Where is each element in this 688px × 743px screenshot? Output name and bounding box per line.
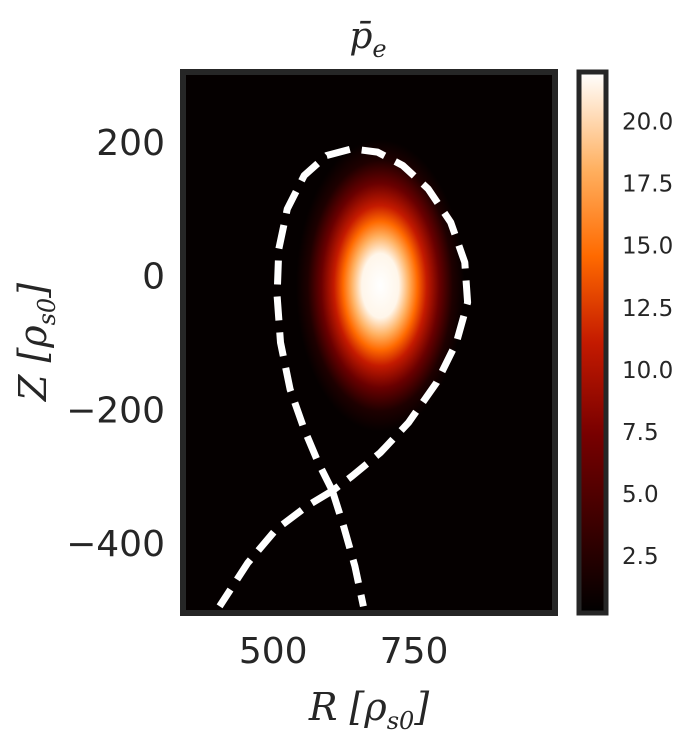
plot-area: [183, 72, 555, 613]
y-tick-label: 0: [142, 257, 165, 298]
colorbar-tick-label: 15.0: [622, 234, 673, 260]
separatrix-leg-left: [216, 487, 335, 609]
y-tick-label: 200: [96, 123, 165, 164]
colorbar: [576, 69, 609, 616]
x-tick-label: 750: [380, 631, 449, 672]
chart-title: p̄e: [349, 16, 386, 63]
separatrix-leg-right: [329, 489, 367, 608]
colorbar-tick-label: 10.0: [622, 358, 673, 384]
colorbar-tick-label: 2.5: [622, 544, 659, 570]
separatrix-line: [216, 145, 472, 609]
pressure-peak: [296, 139, 465, 432]
colorbar-tick-label: 12.5: [622, 296, 673, 322]
y-tick-label: −400: [66, 524, 165, 565]
pressure-peak-region: [296, 139, 465, 432]
y-axis-label: Z [ρs0]: [11, 283, 61, 402]
separatrix-loop: [273, 145, 472, 495]
x-axis-label: R [ρs0]: [308, 685, 429, 735]
x-tick-label: 500: [239, 631, 308, 672]
x-axis: 500 750: [239, 631, 449, 672]
y-axis: 200 0 −200 −400: [66, 123, 165, 565]
colorbar-tick-label: 5.0: [622, 482, 659, 508]
colorbar-tick-label: 7.5: [622, 420, 659, 446]
colorbar-tick-label: 20.0: [622, 110, 673, 136]
y-tick-label: −200: [66, 390, 165, 431]
colorbar-tick-label: 17.5: [622, 172, 673, 198]
colorbar-ticks: 2.5 5.0 7.5 10.0 12.5 15.0 17.5 20.0: [622, 110, 673, 570]
plot-frame: [180, 69, 558, 616]
